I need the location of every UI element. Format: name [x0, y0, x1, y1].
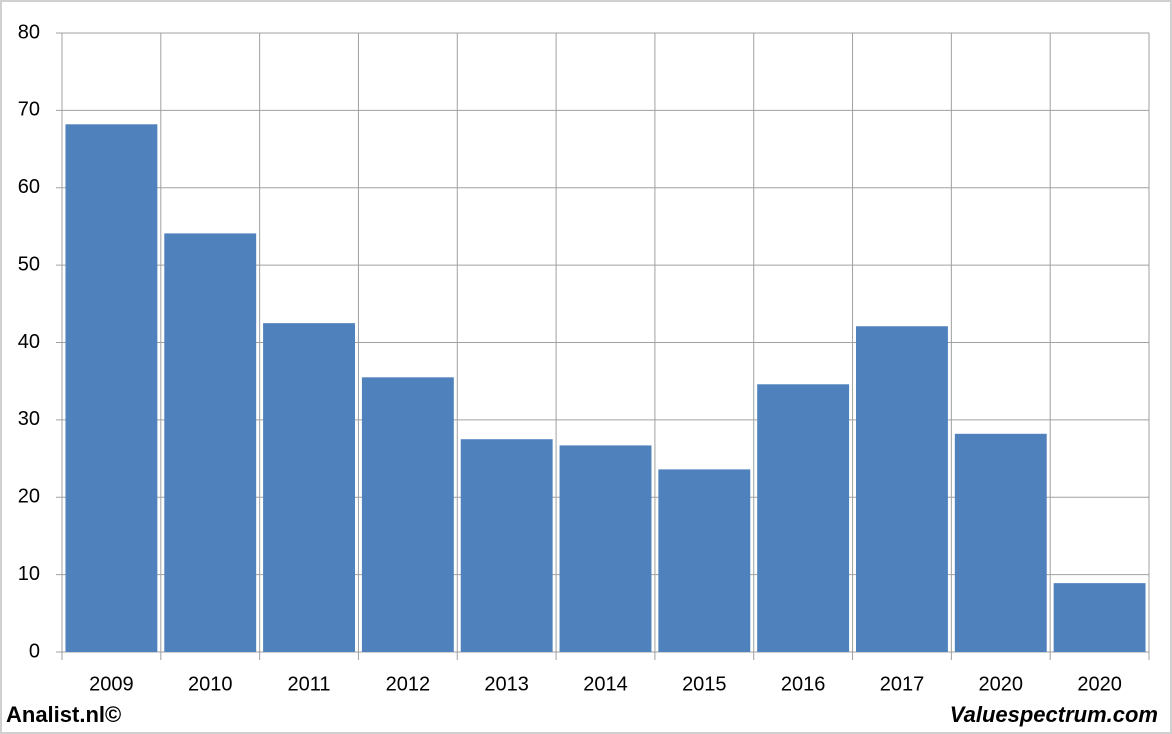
bar [954, 433, 1047, 652]
y-tick-label: 40 [18, 331, 40, 353]
bar [164, 233, 257, 652]
x-tick-label: 2013 [484, 673, 529, 695]
y-tick-label: 70 [18, 99, 40, 121]
x-tick-label: 2012 [386, 673, 431, 695]
bar [263, 323, 355, 652]
x-tick-label: 2017 [880, 673, 925, 695]
bar [658, 469, 751, 652]
x-tick-label: 2014 [583, 673, 628, 695]
y-tick-label: 50 [18, 253, 40, 275]
bar [1053, 583, 1146, 652]
x-tick-label: 2011 [288, 673, 331, 695]
bar [460, 439, 553, 652]
y-tick-label: 80 [18, 21, 40, 43]
y-tick-label: 30 [18, 408, 40, 430]
bar [65, 124, 158, 653]
y-tick-label: 60 [18, 176, 40, 198]
x-tick-label: 2009 [89, 673, 134, 695]
x-tick-label: 2015 [682, 673, 727, 695]
footer-right: Valuespectrum.com [950, 702, 1158, 727]
bar [559, 445, 652, 652]
bar [757, 384, 850, 652]
x-tick-label: 2010 [188, 673, 233, 695]
y-tick-label: 0 [29, 640, 40, 662]
y-tick-label: 20 [18, 486, 40, 508]
x-tick-label: 2016 [781, 673, 826, 695]
x-tick-label: 2020 [1077, 673, 1122, 695]
x-tick-label: 2020 [979, 673, 1024, 695]
y-tick-label: 10 [18, 563, 40, 585]
footer-left: Analist.nl© [6, 702, 121, 727]
bar [361, 377, 454, 652]
bar [856, 326, 948, 652]
